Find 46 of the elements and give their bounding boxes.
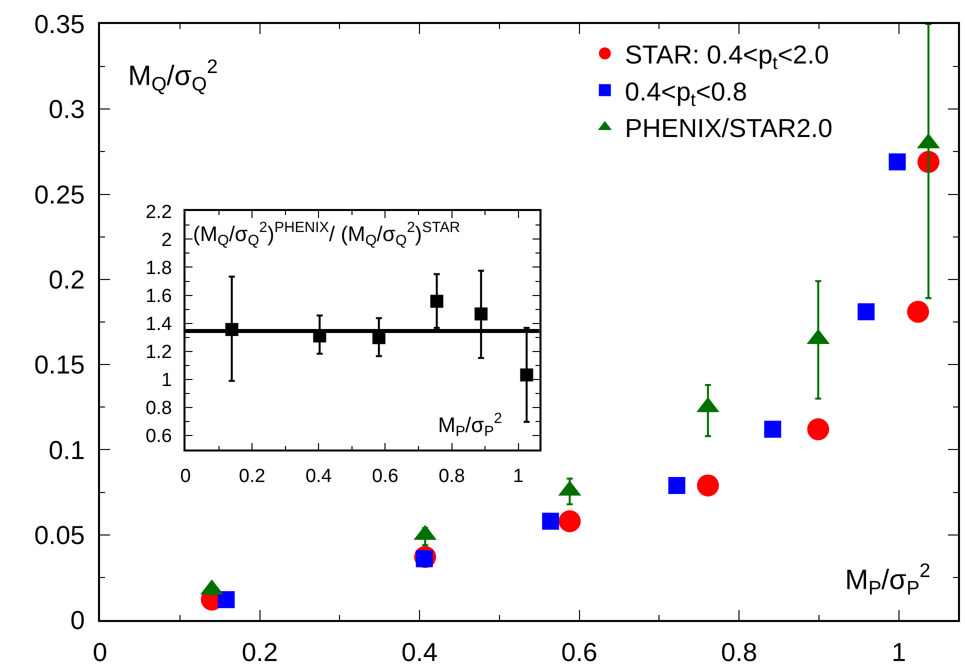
x-tick-label: 0.6 bbox=[372, 466, 398, 488]
text: (M$_{Q}$/σ$_{Q}$$^{2}$)$^{PHENIX}$/ (M$_{Q}$/σ$_{Q}$$^{2}$)$^{STAR}$ bbox=[193, 220, 460, 250]
y-tick-label: 1.4 bbox=[146, 314, 172, 335]
y-tick-label: 0.35 bbox=[34, 9, 85, 40]
x-tick-label: 0 bbox=[180, 466, 191, 488]
y-tick-label: 1.2 bbox=[146, 342, 172, 364]
point bbox=[558, 510, 581, 532]
point bbox=[520, 368, 534, 382]
x-tick-label: 0.4 bbox=[305, 466, 332, 488]
y-tick-label: 0.8 bbox=[146, 398, 172, 420]
legend-label: STAR: 0.4<p$_{t}$<2.0 bbox=[624, 40, 829, 73]
y-tick-label: 0.6 bbox=[146, 426, 172, 448]
y-tick-label: 0.25 bbox=[34, 179, 85, 210]
point bbox=[888, 153, 906, 170]
x-tick-label: 0 bbox=[92, 637, 108, 668]
y-tick-label: 1.6 bbox=[146, 286, 172, 307]
y-tick-label: 0.1 bbox=[48, 434, 85, 465]
point bbox=[218, 591, 235, 608]
x-tick-label: 0.2 bbox=[238, 466, 266, 488]
point bbox=[907, 300, 930, 323]
y-tick-label: 0.3 bbox=[48, 94, 85, 124]
point bbox=[474, 307, 488, 320]
y-tick-label: 0.05 bbox=[34, 520, 85, 550]
y-tick-label: 0.15 bbox=[34, 350, 85, 380]
x-tick-label: 0.2 bbox=[242, 637, 278, 668]
legend-label: PHENIX/STAR2.0 bbox=[624, 113, 832, 144]
x-tick-label: 0.8 bbox=[438, 466, 465, 488]
y-tick-label: 0 bbox=[70, 605, 85, 636]
point bbox=[542, 512, 560, 530]
point bbox=[764, 420, 782, 438]
legend-label: 0.4<p$_{t}$<0.8 bbox=[624, 76, 748, 110]
y-tick-label: 2.2 bbox=[146, 202, 172, 223]
y-tick-label: 1.8 bbox=[146, 258, 172, 279]
point bbox=[807, 418, 830, 440]
x-tick-label: 1 bbox=[513, 466, 524, 488]
point bbox=[668, 476, 686, 494]
y-tick-label: 2 bbox=[161, 230, 172, 251]
x-tick-label: 1 bbox=[892, 637, 906, 668]
x-tick-label: 0.4 bbox=[401, 637, 438, 668]
point bbox=[430, 294, 444, 308]
point bbox=[858, 303, 875, 320]
point bbox=[696, 474, 719, 496]
x-tick-label: 0.8 bbox=[721, 637, 758, 668]
y-tick-label: 0.2 bbox=[48, 264, 85, 295]
x-tick-label: 0.6 bbox=[561, 637, 598, 668]
y-tick-label: 1 bbox=[161, 370, 172, 392]
